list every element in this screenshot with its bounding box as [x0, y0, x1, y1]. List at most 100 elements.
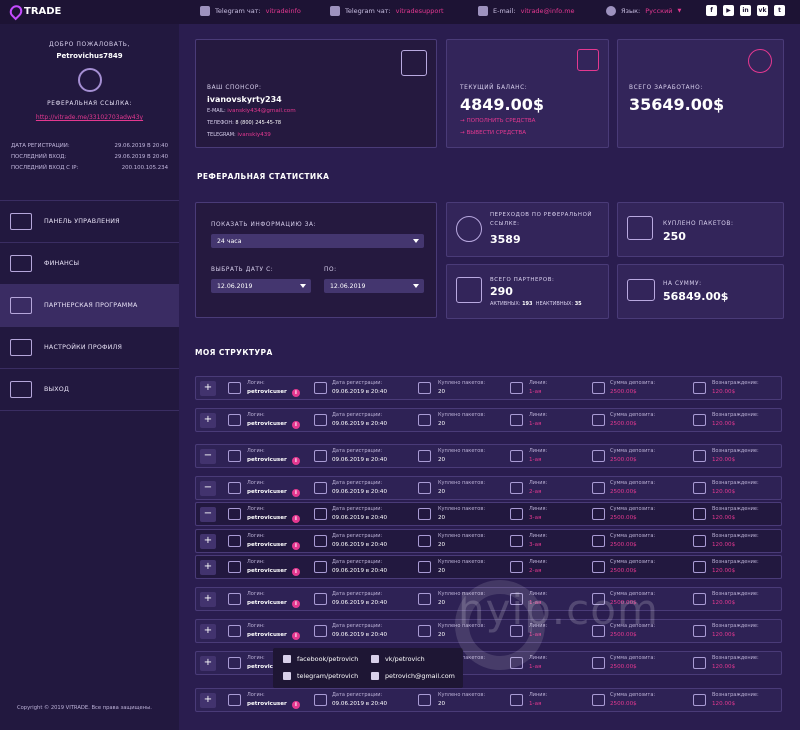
row-label: Дата регистрации:	[332, 623, 383, 629]
calendar-icon	[314, 508, 327, 520]
facebook-icon[interactable]: f	[706, 5, 717, 16]
row-label: Сумма депозита:	[610, 412, 656, 418]
referral-link[interactable]: http://vitrade.me/33102703adw43y	[35, 114, 144, 121]
wallet-icon	[592, 625, 605, 637]
structure-row: + Логин: petroviсuser Дата регистрации: 09.0…	[195, 376, 782, 400]
expand-button[interactable]: +	[200, 413, 216, 428]
info-icon[interactable]: i	[292, 632, 300, 640]
row-label: Сумма депозита:	[610, 533, 656, 539]
popup-facebook[interactable]: facebook/petrovich	[283, 655, 358, 663]
info-icon[interactable]: i	[292, 568, 300, 576]
row-label: Вознаграждение:	[712, 591, 759, 597]
expand-button[interactable]: +	[200, 693, 216, 708]
expand-button[interactable]: +	[200, 656, 216, 671]
expand-button[interactable]: +	[200, 624, 216, 639]
period-select[interactable]: 24 часа	[211, 234, 424, 248]
reward-icon	[693, 535, 706, 547]
sidebar-item-finance[interactable]: ФИНАНСЫ	[0, 243, 179, 285]
vk-icon[interactable]: vk	[757, 5, 768, 16]
info-icon[interactable]: i	[292, 457, 300, 465]
hierarchy-icon	[510, 694, 523, 706]
expand-button[interactable]: +	[200, 592, 216, 607]
info-icon[interactable]: i	[292, 701, 300, 709]
date-from-select[interactable]: 12.06.2019	[211, 279, 311, 293]
collapse-button[interactable]: −	[200, 507, 216, 522]
row-label: Сумма депозита:	[610, 692, 656, 698]
info-icon[interactable]: i	[292, 515, 300, 523]
expand-button[interactable]: +	[200, 560, 216, 575]
info-icon[interactable]: i	[292, 389, 300, 397]
row-value-date: 09.06.2019 в 20:40	[332, 421, 388, 427]
row-value-deposit: 2500.00$	[610, 457, 637, 463]
wallet-icon	[592, 593, 605, 605]
settings-icon	[10, 339, 32, 356]
calendar-icon	[314, 382, 327, 394]
row-label: Логин:	[247, 480, 265, 486]
telegram-chat-link-1[interactable]: vitradeinfo	[265, 7, 301, 15]
money-bag-icon	[748, 49, 772, 73]
structure-row: − Логин: petroviсuser Дата регистрации: 09.0…	[195, 502, 782, 526]
row-label: Линия:	[529, 591, 548, 597]
row-label: Куплено пакетов:	[438, 692, 485, 698]
sum-card: НА СУММУ: 56849.00$	[617, 264, 784, 319]
calendar-icon	[314, 694, 327, 706]
telegram-chat-link-2[interactable]: vitradesupport	[395, 7, 444, 15]
user-id-icon	[228, 482, 241, 494]
collapse-button[interactable]: −	[200, 449, 216, 464]
row-value-packages: 20	[438, 632, 446, 638]
row-label: Сумма депозита:	[610, 506, 656, 512]
row-value-deposit: 2500.00$	[610, 489, 637, 495]
row-value-packages: 20	[438, 542, 446, 548]
withdraw-link[interactable]: → ВЫВЕСТИ СРЕДСТВА	[460, 130, 527, 136]
row-value-packages: 20	[438, 515, 446, 521]
popup-email[interactable]: petrovich@gmail.com	[371, 672, 455, 680]
sidebar-item-profile-settings[interactable]: НАСТРОЙКИ ПРОФИЛЯ	[0, 327, 179, 369]
row-value-line: 1-ая	[529, 421, 542, 427]
row-value-login: petroviсuser	[247, 389, 287, 395]
twitter-icon[interactable]: t	[774, 5, 785, 16]
row-value-line: 1-ая	[529, 389, 542, 395]
deposit-link[interactable]: → ПОПОЛНИТЬ СРЕДСТВА	[460, 118, 536, 124]
info-icon[interactable]: i	[292, 600, 300, 608]
sidebar-item-logout[interactable]: ВЫХОД	[0, 369, 179, 411]
logo[interactable]: TRADE	[7, 2, 61, 21]
telegram-icon	[330, 6, 340, 16]
row-label: Логин:	[247, 623, 265, 629]
row-label: Логин:	[247, 448, 265, 454]
linkedin-icon[interactable]: in	[740, 5, 751, 16]
top-bar: TRADE Telegram чат: vitradeinfo Telegram …	[0, 0, 800, 24]
user-id-icon	[228, 625, 241, 637]
chevron-down-icon	[413, 239, 419, 243]
row-label: Куплено пакетов:	[438, 506, 485, 512]
collapse-button[interactable]: −	[200, 481, 216, 496]
row-label: Сумма депозита:	[610, 380, 656, 386]
hierarchy-icon	[510, 508, 523, 520]
wallet-icon	[592, 694, 605, 706]
main-content: ВАШ СПОНСОР: ivanovskyrty234 E-MAIL: iva…	[179, 24, 800, 730]
info-icon[interactable]: i	[292, 489, 300, 497]
sponsor-email-link[interactable]: ivanskiy434@gmail.com	[227, 108, 296, 114]
expand-button[interactable]: +	[200, 534, 216, 549]
email-link[interactable]: vitrade@info.me	[520, 7, 575, 15]
row-label: Логин:	[247, 412, 265, 418]
date-to-select[interactable]: 12.06.2019	[324, 279, 424, 293]
wallet-icon	[592, 535, 605, 547]
language-select[interactable]: Язык: Русский ▼	[606, 6, 681, 16]
expand-button[interactable]: +	[200, 381, 216, 396]
row-value-deposit: 2500.00$	[610, 421, 637, 427]
row-label: Дата регистрации:	[332, 412, 383, 418]
reward-icon	[693, 382, 706, 394]
row-label: Логин:	[247, 506, 265, 512]
popup-vk[interactable]: vk/petrovich	[371, 655, 425, 663]
info-icon[interactable]: i	[292, 542, 300, 550]
sponsor-telegram-link[interactable]: ivanskiy439	[237, 132, 271, 138]
youtube-icon[interactable]: ▶	[723, 5, 734, 16]
earned-value: 35649.00$	[629, 95, 725, 114]
packages-value: 250	[663, 230, 686, 243]
info-icon[interactable]: i	[292, 421, 300, 429]
sponsor-name: ivanovskyrty234	[207, 95, 282, 104]
sidebar-item-partner-program[interactable]: ПАРТНЕРСКАЯ ПРОГРАММА	[0, 285, 179, 327]
popup-telegram[interactable]: telegram/petrovich	[283, 672, 358, 680]
sidebar-item-dashboard[interactable]: ПАНЕЛЬ УПРАВЛЕНИЯ	[0, 201, 179, 243]
telegram-chat-info: Telegram чат: vitradeinfo	[200, 6, 301, 16]
